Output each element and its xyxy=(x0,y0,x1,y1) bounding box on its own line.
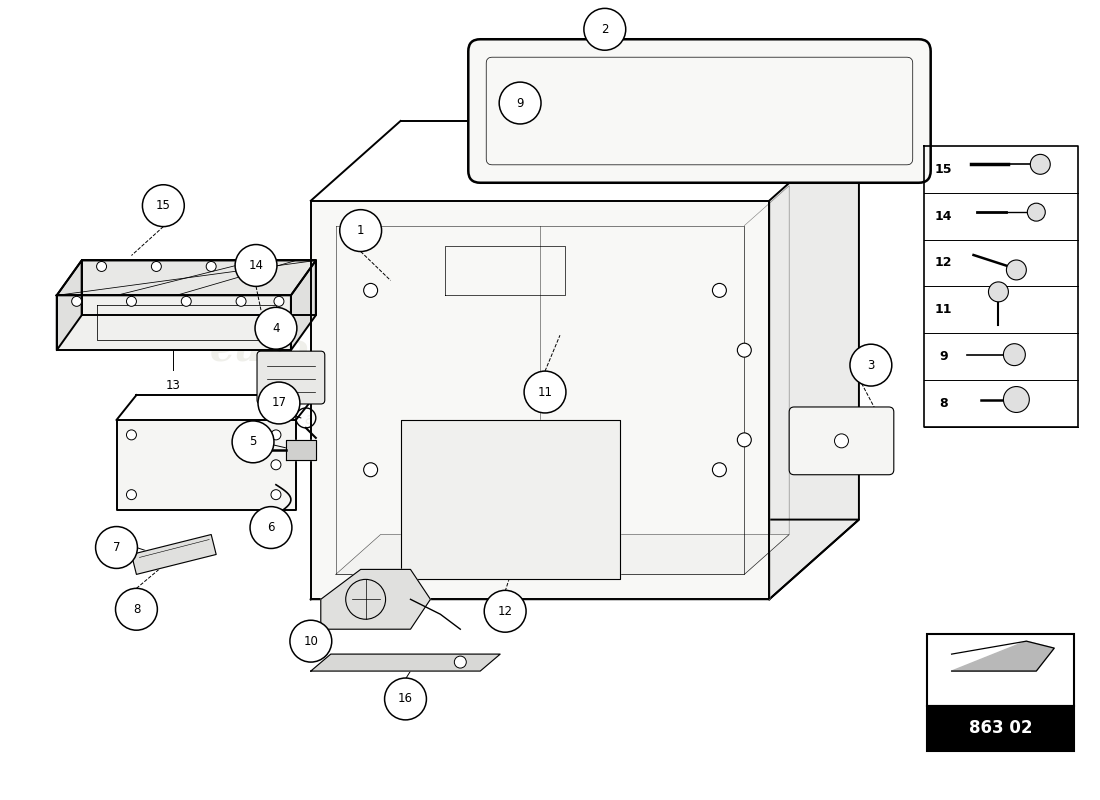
Polygon shape xyxy=(117,420,296,510)
Polygon shape xyxy=(311,519,859,599)
Polygon shape xyxy=(286,440,316,460)
Circle shape xyxy=(340,210,382,251)
Circle shape xyxy=(126,430,136,440)
Polygon shape xyxy=(321,570,430,630)
Circle shape xyxy=(96,526,138,569)
Text: 11: 11 xyxy=(538,386,552,398)
Circle shape xyxy=(290,620,332,662)
Text: a passion for parts since 1985: a passion for parts since 1985 xyxy=(305,413,536,427)
Circle shape xyxy=(274,296,284,306)
Circle shape xyxy=(235,245,277,286)
Text: 11: 11 xyxy=(935,303,953,316)
Circle shape xyxy=(116,588,157,630)
Polygon shape xyxy=(132,534,217,574)
Text: 6: 6 xyxy=(267,521,275,534)
Text: 863 02: 863 02 xyxy=(969,719,1032,738)
Polygon shape xyxy=(57,295,290,350)
Circle shape xyxy=(1003,344,1025,366)
Circle shape xyxy=(484,590,526,632)
Text: 12: 12 xyxy=(497,605,513,618)
Circle shape xyxy=(713,462,726,477)
FancyBboxPatch shape xyxy=(469,39,931,182)
Polygon shape xyxy=(57,261,316,295)
Text: 14: 14 xyxy=(249,259,264,272)
Text: 15: 15 xyxy=(156,199,170,212)
Circle shape xyxy=(1027,203,1045,221)
Circle shape xyxy=(255,307,297,349)
Circle shape xyxy=(850,344,892,386)
Circle shape xyxy=(152,262,162,271)
Circle shape xyxy=(364,462,377,477)
Text: eurocarparts: eurocarparts xyxy=(210,331,492,369)
Text: 14: 14 xyxy=(935,210,953,222)
Text: 15: 15 xyxy=(935,163,953,176)
Circle shape xyxy=(737,343,751,357)
Circle shape xyxy=(584,8,626,50)
Text: 2: 2 xyxy=(601,22,608,36)
Circle shape xyxy=(271,430,281,440)
Circle shape xyxy=(258,382,300,424)
Circle shape xyxy=(126,296,136,306)
Text: 13: 13 xyxy=(166,378,180,391)
Circle shape xyxy=(236,296,246,306)
Polygon shape xyxy=(57,261,81,350)
Circle shape xyxy=(1006,260,1026,280)
Polygon shape xyxy=(336,534,789,574)
Polygon shape xyxy=(311,654,500,671)
Text: 4: 4 xyxy=(272,322,279,334)
Circle shape xyxy=(499,82,541,124)
Text: 10: 10 xyxy=(304,634,318,648)
Text: 8: 8 xyxy=(133,602,140,616)
Text: 12: 12 xyxy=(935,257,953,270)
Circle shape xyxy=(271,460,281,470)
Text: 9: 9 xyxy=(516,97,524,110)
Text: 7: 7 xyxy=(113,541,120,554)
Circle shape xyxy=(989,282,1009,302)
Circle shape xyxy=(737,433,751,447)
FancyBboxPatch shape xyxy=(926,634,1075,706)
Circle shape xyxy=(142,185,185,226)
Circle shape xyxy=(97,262,107,271)
Text: 5: 5 xyxy=(250,435,256,448)
Circle shape xyxy=(250,506,292,549)
FancyBboxPatch shape xyxy=(926,706,1075,750)
Text: 3: 3 xyxy=(867,358,875,372)
Circle shape xyxy=(232,421,274,462)
Circle shape xyxy=(364,283,377,298)
Circle shape xyxy=(713,283,726,298)
Polygon shape xyxy=(311,201,769,599)
Circle shape xyxy=(182,296,191,306)
Circle shape xyxy=(271,490,281,500)
Polygon shape xyxy=(769,121,859,599)
Circle shape xyxy=(524,371,565,413)
Circle shape xyxy=(206,262,217,271)
Polygon shape xyxy=(400,420,619,579)
Circle shape xyxy=(385,678,427,720)
Circle shape xyxy=(835,434,848,448)
Text: 8: 8 xyxy=(939,397,948,410)
Circle shape xyxy=(261,262,271,271)
Polygon shape xyxy=(290,261,316,350)
FancyBboxPatch shape xyxy=(789,407,894,474)
Circle shape xyxy=(454,656,466,668)
Polygon shape xyxy=(952,641,1054,671)
Circle shape xyxy=(1031,154,1050,174)
Text: 1: 1 xyxy=(356,224,364,237)
Text: 16: 16 xyxy=(398,693,412,706)
FancyBboxPatch shape xyxy=(257,351,324,404)
Circle shape xyxy=(72,296,81,306)
Circle shape xyxy=(1003,386,1030,413)
Text: 9: 9 xyxy=(939,350,948,363)
Circle shape xyxy=(126,490,136,500)
Text: 17: 17 xyxy=(272,397,286,410)
